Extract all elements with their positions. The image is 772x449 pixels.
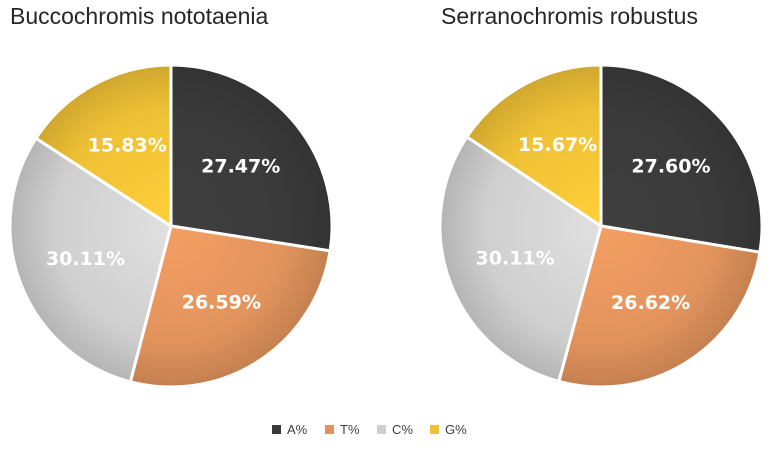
legend-label-c: C% <box>392 422 413 437</box>
pie-right-slice-g <box>465 63 603 228</box>
legend-label-g: G% <box>445 422 467 437</box>
legend-swatch-a <box>272 425 281 434</box>
pie-right-label-g: 15.67% <box>518 134 597 156</box>
pie-left-label-c: 30.11% <box>46 248 125 270</box>
legend-swatch-c <box>377 425 386 434</box>
pie-right-label-a: 27.60% <box>631 156 710 178</box>
pie-right-label-t: 26.62% <box>611 292 690 314</box>
pie-chart-right: Serranochromis robustus 27.60% 26.62% 30.1… <box>438 3 764 389</box>
pie-left-slice-c <box>8 136 173 384</box>
pie-left-label-a: 27.47% <box>201 155 280 177</box>
pie-chart-left: Buccochromis nototaenia 27.47% 26.59% 30.1… <box>8 3 334 389</box>
pie-right-slice-a <box>599 63 764 254</box>
legend-swatch-g <box>430 425 439 434</box>
pie-left-label-g: 15.83% <box>88 134 167 156</box>
pie-left-slice-g <box>34 63 173 228</box>
chart-title-left: Buccochromis nototaenia <box>10 3 268 29</box>
chart-title-right: Serranochromis robustus <box>441 3 698 29</box>
pie-left-slice-a <box>169 63 334 253</box>
legend-label-t: T% <box>340 422 360 437</box>
legend: A% T% C% G% <box>272 422 467 437</box>
pie-left-label-t: 26.59% <box>182 292 261 314</box>
legend-label-a: A% <box>287 422 308 437</box>
pie-right-slices: 27.60% 26.62% 30.11% 15.67% <box>438 63 764 389</box>
pie-left-slices: 27.47% 26.59% 30.11% 15.83% <box>8 63 334 389</box>
pie-right-slice-t <box>557 224 762 389</box>
pie-right-label-c: 30.11% <box>476 247 555 269</box>
pie-right-slice-c <box>438 135 603 383</box>
pie-left-slice-t <box>128 224 332 389</box>
legend-swatch-t <box>325 425 334 434</box>
